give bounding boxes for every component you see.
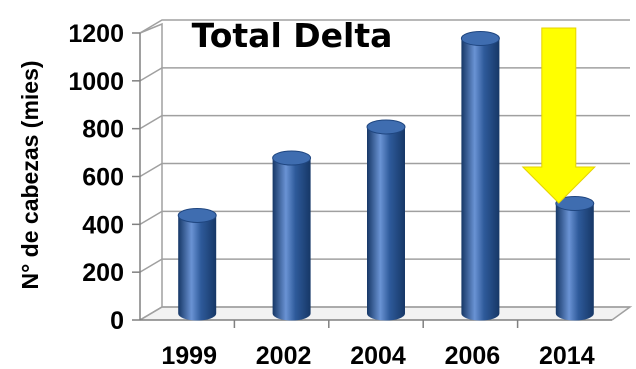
y-tick-label: 400 bbox=[82, 211, 124, 239]
bar-body bbox=[555, 203, 594, 321]
bars bbox=[177, 30, 595, 321]
y-tick-label: 800 bbox=[82, 116, 124, 144]
bar-body bbox=[178, 215, 217, 321]
x-tick-label: 2006 bbox=[445, 342, 501, 369]
x-axis-ticks: 1999 2002 2004 2006 2014 bbox=[161, 320, 595, 369]
bar-2006 bbox=[460, 30, 500, 321]
x-tick-label: 2004 bbox=[350, 342, 406, 369]
down-arrow-icon bbox=[521, 27, 597, 204]
bar-top bbox=[460, 30, 500, 46]
y-tick-label: 0 bbox=[110, 307, 124, 335]
bar-top bbox=[272, 150, 312, 166]
y-axis-label: N° de cabezas (mies) bbox=[17, 60, 43, 289]
bar-body bbox=[367, 126, 405, 321]
bar-top bbox=[366, 119, 406, 135]
bar-2002 bbox=[272, 150, 312, 321]
y-axis-ticks: 0 200 400 600 800 1000 1200 bbox=[68, 20, 124, 335]
chart-title: Total Delta bbox=[192, 16, 393, 55]
down-arrow-annotation bbox=[521, 27, 597, 204]
gridline bbox=[139, 19, 630, 34]
side-wall bbox=[139, 22, 163, 321]
x-tick-label: 2002 bbox=[256, 342, 312, 369]
y-tick-label: 1200 bbox=[68, 20, 124, 48]
bar-2014 bbox=[555, 195, 595, 321]
y-tick-label: 600 bbox=[82, 164, 124, 192]
bar-body bbox=[272, 158, 311, 321]
x-tick-label: 2014 bbox=[539, 342, 595, 369]
bar-top bbox=[555, 195, 595, 211]
y-tick-label: 200 bbox=[82, 259, 124, 287]
bar-body bbox=[461, 38, 500, 321]
y-tick-label: 1000 bbox=[68, 68, 124, 96]
x-tick-label: 1999 bbox=[161, 342, 217, 369]
bar-2004 bbox=[366, 119, 406, 321]
bar-top bbox=[177, 207, 217, 223]
bar-1999 bbox=[177, 207, 217, 321]
